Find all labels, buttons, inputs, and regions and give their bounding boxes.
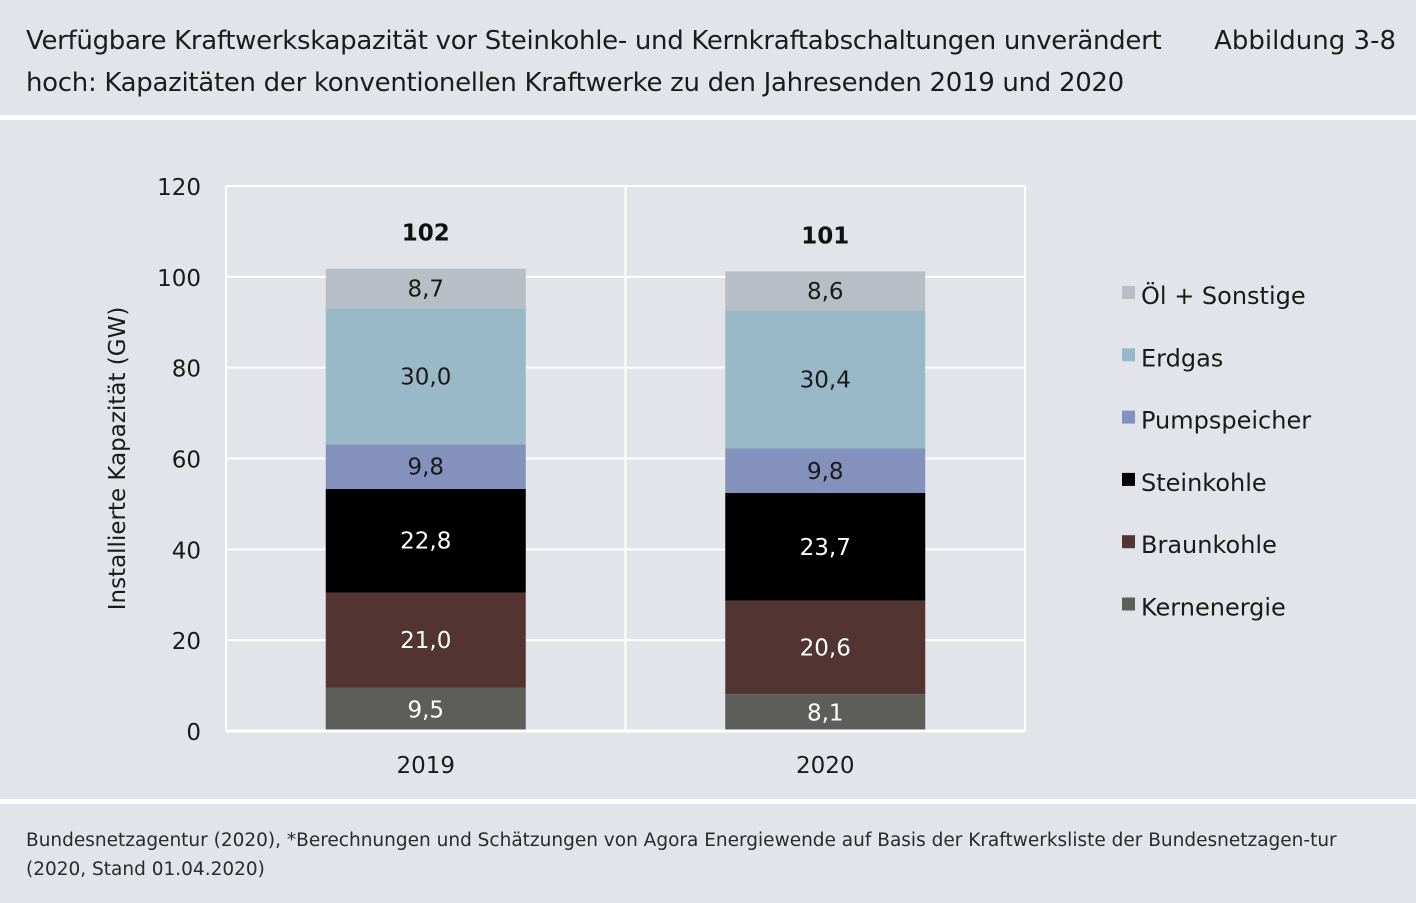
legend-label: Öl + Sonstige xyxy=(1141,281,1306,310)
data-label: 30,4 xyxy=(800,367,851,393)
data-label: 20,6 xyxy=(800,635,851,661)
source-note: Bundesnetzagentur (2020), *Berechnungen … xyxy=(26,830,1337,880)
y-axis-title: Installierte Kapazität (GW) xyxy=(105,307,131,611)
bar-segment-erdgas xyxy=(325,308,526,445)
legend-swatch xyxy=(1122,472,1135,486)
figure-title: Verfügbare Kraftwerkskapazität vor Stein… xyxy=(26,26,1162,98)
y-tick-label: 0 xyxy=(186,720,201,746)
legend-swatch xyxy=(1122,597,1135,611)
bar-segment-öl-sonstige xyxy=(325,268,526,309)
y-tick-label: 40 xyxy=(172,538,201,564)
data-label: 9,8 xyxy=(807,459,844,485)
bar-segment-kernenergie xyxy=(725,694,926,731)
y-tick-label: 100 xyxy=(157,266,201,292)
bar-segment-erdgas xyxy=(725,310,926,449)
y-tick-label: 120 xyxy=(157,175,201,201)
legend-label: Kernenergie xyxy=(1141,594,1286,622)
bar-segment-steinkohle xyxy=(325,488,526,593)
footer-divider xyxy=(0,799,1416,804)
y-tick-label: 60 xyxy=(172,448,201,474)
header-divider xyxy=(0,115,1416,120)
bar-segment-steinkohle xyxy=(725,493,926,601)
bar-segment-braunkohle xyxy=(725,600,926,695)
legend-label: Erdgas xyxy=(1141,344,1223,372)
data-label: 8,7 xyxy=(407,276,444,302)
x-tick-label: 2019 xyxy=(396,753,455,779)
figure-label: Abbildung 3-8 xyxy=(1214,26,1396,56)
legend-label: Pumpspeicher xyxy=(1141,407,1311,435)
data-label: 22,8 xyxy=(400,529,451,555)
stacked-bar-chart: 0 20 40 60 80 100 120 9,5 21,0 22,8 9,8 30,0 8,7 102 2… xyxy=(105,175,1311,779)
legend-label: Braunkohle xyxy=(1141,531,1277,559)
data-label: 8,6 xyxy=(807,279,844,305)
data-label: 9,8 xyxy=(407,455,444,481)
legend-swatch xyxy=(1122,348,1135,362)
x-tick-label: 2020 xyxy=(796,753,855,779)
legend-swatch xyxy=(1122,286,1135,299)
y-tick-label: 80 xyxy=(172,357,201,383)
data-label: 30,0 xyxy=(400,364,451,390)
data-label: 9,5 xyxy=(407,697,444,723)
total-label: 102 xyxy=(402,221,450,247)
bar-segment-pumpspeicher xyxy=(725,448,926,494)
data-label: 8,1 xyxy=(807,701,844,727)
data-label: 23,7 xyxy=(800,535,851,561)
legend-label: Steinkohle xyxy=(1141,469,1267,497)
bar-segment-kernenergie xyxy=(325,687,526,731)
data-label: 21,0 xyxy=(400,628,451,654)
legend-swatch xyxy=(1122,535,1135,549)
legend-swatch xyxy=(1122,410,1135,424)
bar-segment-pumpspeicher xyxy=(325,444,526,489)
bar-segment-öl-sonstige xyxy=(725,271,926,311)
chart-container: 0 20 40 60 80 100 120 9,5 21,0 22,8 9,8 30,0 8,7 102 2… xyxy=(0,120,1416,799)
y-tick-label: 20 xyxy=(172,629,201,655)
figure-header: Verfügbare Kraftwerkskapazität vor Stein… xyxy=(0,0,1416,116)
total-label: 101 xyxy=(801,223,849,249)
bar-segment-braunkohle xyxy=(325,592,526,688)
